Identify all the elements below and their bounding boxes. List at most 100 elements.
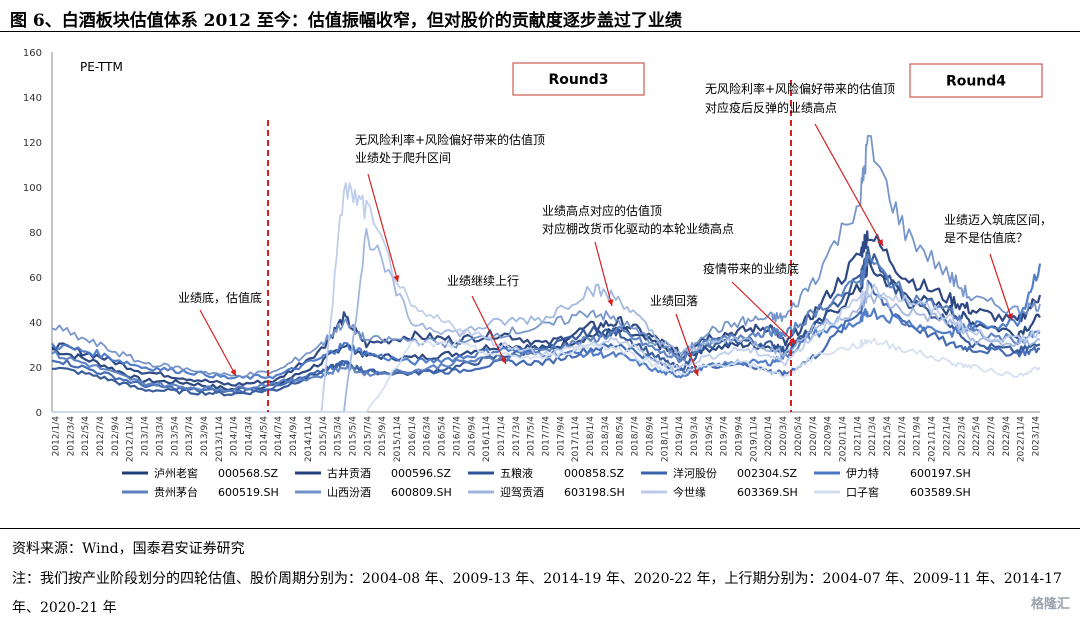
series-lines [51,135,1042,413]
x-tick-label: 2019/11/4 [749,416,759,462]
round-boxes: Round3 Round4 [512,62,1043,98]
annotation-arrowhead [1007,313,1013,320]
legend-code: 000858.SZ [564,467,624,480]
legend-code: 600519.SH [218,486,279,499]
x-tick-label: 2012/1/4 [52,416,62,457]
y-tick-label: 100 [23,183,42,194]
annotation-text: 对应棚改货币化驱动的本轮业绩高点 [542,221,734,236]
y-tick-label: 20 [29,363,42,374]
legend-name: 洋河股份 [673,466,717,480]
footnote: 注：我们按产业阶段划分的四轮估值、股价周期分别为：2004-08 年、2009-… [12,571,1062,616]
y-tick-label: 60 [29,273,42,284]
annotation-arrowhead [789,337,796,344]
series-line [51,230,1042,387]
x-tick-label: 2014/9/4 [289,416,299,457]
x-tick-label: 2014/11/4 [304,416,314,462]
annotation-text: 业绩迈入筑底区间， [944,212,1052,227]
x-tick-label: 2016/1/4 [408,416,418,457]
round-label: Round4 [946,74,1006,90]
legend-code: 603589.SH [910,486,971,499]
x-tick-label: 2016/11/4 [482,416,492,462]
top-rule [0,31,1080,32]
annotation-arrow [675,313,699,377]
x-tick-label: 2018/11/4 [660,416,670,462]
watermark: 格隆汇 [1030,597,1070,612]
annotation-text: 对应疫后反弹的业绩高点 [705,100,837,115]
x-tick-label: 2018/1/4 [586,416,596,457]
x-tick-label: 2012/3/4 [66,416,76,457]
x-tick-label: 2023/1/4 [1032,416,1042,457]
x-tick-label: 2022/11/4 [1017,416,1027,462]
annotation-text: 无风险利率+风险偏好带来的估值顶 [705,81,895,96]
x-tick-label: 2022/3/4 [957,416,967,457]
x-tick-label: 2020/9/4 [824,416,834,457]
x-tick-label: 2015/3/4 [334,416,344,457]
x-tick-label: 2019/7/4 [720,416,730,457]
x-tick-label: 2021/3/4 [868,416,878,457]
round-label: Round3 [548,72,608,88]
x-tick-label: 2020/7/4 [809,416,819,457]
x-tick-label: 2022/9/4 [1002,416,1012,457]
legend-code: 600197.SH [910,467,971,480]
x-tick-label: 2022/1/4 [942,416,952,457]
annotation-arrow [989,253,1013,321]
x-tick-label: 2013/11/4 [215,416,225,462]
y-axis-label: PE-TTM [80,60,123,74]
annotation-arrow [594,241,613,307]
legend: 泸州老窖 000568.SZ 古井贡酒 000596.SZ 五粮液 000858.SZ 洋河… [122,466,971,499]
annotation-arrowhead [693,369,699,376]
series-line [51,256,1041,392]
legend-name: 泸州老窖 [154,466,198,480]
x-tick-label: 2012/11/4 [126,416,136,462]
x-tick-label: 2017/11/4 [571,416,581,462]
x-tick-label: 2020/1/4 [764,416,774,457]
annotation-arrow [814,123,884,247]
legend-name: 贵州茅台 [154,485,198,499]
y-axis: 0 20 40 60 80 100 120 140 160 [23,48,53,419]
x-tick-label: 2014/5/4 [259,416,269,457]
x-tick-label: 2014/7/4 [274,416,284,457]
legend-name: 伊力特 [846,466,879,480]
x-tick-label: 2020/3/4 [779,416,789,457]
x-tick-label: 2014/3/4 [245,416,255,457]
series-line [51,135,1041,378]
x-tick-label: 2012/9/4 [111,416,121,457]
x-tick-label: 2012/5/4 [81,416,91,457]
x-tick-label: 2019/3/4 [690,416,700,457]
x-tick-label: 2013/7/4 [185,416,195,457]
y-tick-label: 0 [36,408,42,419]
x-tick-label: 2019/9/4 [735,416,745,457]
bottom-rule [0,528,1080,529]
annotation-text: 业绩继续上行 [447,274,519,288]
annotation-arrow [731,281,797,345]
annotation-text: 业绩底，估值底 [178,290,262,305]
annotation-arrow [367,173,399,283]
x-tick-label: 2013/9/4 [200,416,210,457]
source-note: 资料来源：Wind，国泰君安证券研究 [12,541,245,557]
annotation-text: 疫情带来的业绩底 [703,261,799,276]
x-tick-label: 2016/3/4 [423,416,433,457]
annotation-text: 业绩高点对应的估值顶 [542,203,662,218]
x-tick-label: 2020/11/4 [838,416,848,462]
x-tick-label: 2018/7/4 [631,416,641,457]
x-tick-label: 2016/7/4 [452,416,462,457]
annotation-arrowhead [500,357,506,364]
annotation-text: 业绩回落 [650,294,698,308]
legend-code: 000568.SZ [218,467,278,480]
x-tick-label: 2012/7/4 [96,416,106,457]
legend-code: 603369.SH [737,486,798,499]
series-line [51,263,1042,380]
x-tick-label: 2017/9/4 [556,416,566,457]
x-tick-label: 2017/3/4 [512,416,522,457]
annotation-arrow [471,295,507,365]
legend-code: 000596.SZ [391,467,451,480]
annotation-arrowhead [877,239,883,246]
annotation-text: 是不是估值底？ [944,230,1028,245]
x-tick-label: 2020/5/4 [794,416,804,457]
x-tick-label: 2022/7/4 [987,416,997,457]
y-tick-label: 160 [23,48,42,59]
x-tick-label: 2015/9/4 [378,416,388,457]
series-line [51,253,1041,393]
y-tick-label: 80 [29,228,42,239]
